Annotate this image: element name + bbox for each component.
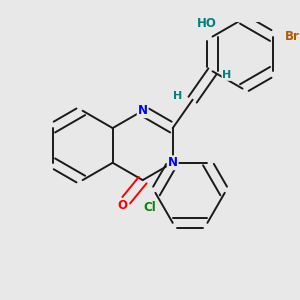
Text: HO: HO [197, 17, 217, 30]
Text: H: H [173, 91, 183, 101]
Text: N: N [168, 156, 178, 169]
Text: N: N [138, 104, 148, 117]
Text: Cl: Cl [143, 201, 156, 214]
Text: O: O [118, 199, 128, 212]
Text: Br: Br [285, 30, 300, 43]
Text: H: H [223, 70, 232, 80]
